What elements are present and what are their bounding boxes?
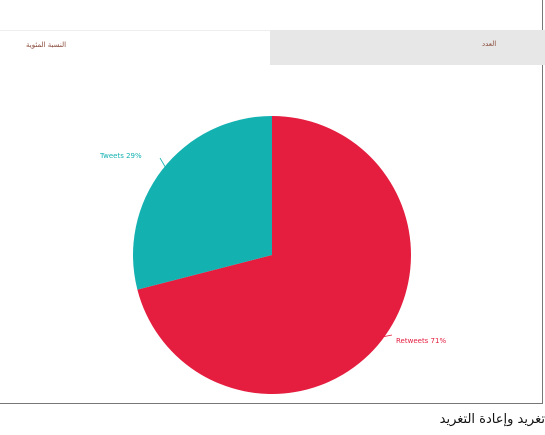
tab-count-label: العدد — [482, 40, 497, 48]
chart-panel: النسبة المئوية العدد Tweets 29% Retweets… — [0, 0, 545, 404]
tab-percentage-label: النسبة المئوية — [26, 41, 67, 49]
label-retweets: Retweets 71% — [396, 337, 446, 345]
pie-chart: Tweets 29% Retweets 71% — [99, 116, 446, 394]
label-tweets: Tweets 29% — [99, 152, 142, 160]
leader-line-retweets — [378, 334, 393, 339]
tab-bar: النسبة المئوية العدد — [0, 30, 545, 65]
figure-caption: تغريد وإعادة التغريد — [439, 412, 545, 427]
tab-percentage[interactable]: النسبة المئوية — [0, 30, 270, 65]
leader-line-tweets — [159, 157, 172, 177]
slice-tweets[interactable] — [133, 116, 272, 290]
tab-count[interactable]: العدد — [270, 30, 545, 65]
slice-retweets[interactable] — [137, 116, 412, 394]
